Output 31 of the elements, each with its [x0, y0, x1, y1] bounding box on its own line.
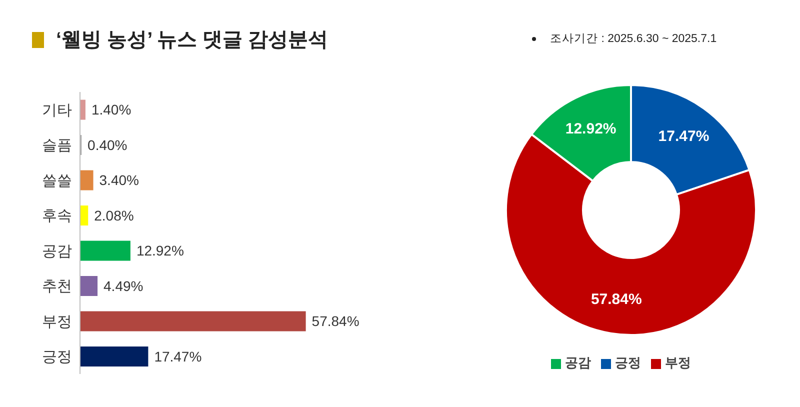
data-label: 1.40%	[91, 102, 132, 118]
y-tick-label: 후속	[42, 208, 72, 225]
bar	[80, 100, 86, 120]
y-tick-label: 추천	[42, 278, 72, 296]
bar	[80, 170, 94, 190]
data-label: 17.47%	[658, 128, 710, 145]
bar	[80, 276, 98, 296]
data-label: 57.84%	[312, 313, 360, 330]
data-label: 2.08%	[94, 207, 134, 224]
legend-label: 공감	[565, 355, 591, 370]
legend-label: 긍정	[615, 355, 641, 370]
y-tick-label: 쓸쓸	[42, 172, 72, 190]
data-label: 4.49%	[104, 278, 144, 294]
text: 조사기간 : 2025.6.30 ~ 2025.7.1	[549, 32, 717, 46]
bar	[80, 240, 130, 261]
y-tick-label: 기타	[42, 102, 72, 119]
chart-title: ‘웰빙 농성’ 뉴스 댓글 감성분석	[56, 28, 328, 53]
data-label: 17.47%	[154, 348, 202, 364]
data-label: 0.40%	[88, 136, 128, 153]
data-label: 57.84%	[590, 290, 642, 308]
bar	[80, 346, 148, 367]
data-label: 3.40%	[99, 172, 139, 188]
y-tick-label: 부정	[42, 313, 72, 330]
bar	[80, 311, 306, 332]
data-label: 12.92%	[565, 120, 616, 138]
y-tick-label: 공감	[42, 242, 72, 260]
legend-label: 부정	[665, 355, 691, 370]
data-label: 12.92%	[136, 242, 184, 259]
bar	[80, 206, 88, 226]
y-tick-label: 슬픔	[42, 137, 72, 154]
y-tick-label: 긍정	[42, 348, 72, 366]
